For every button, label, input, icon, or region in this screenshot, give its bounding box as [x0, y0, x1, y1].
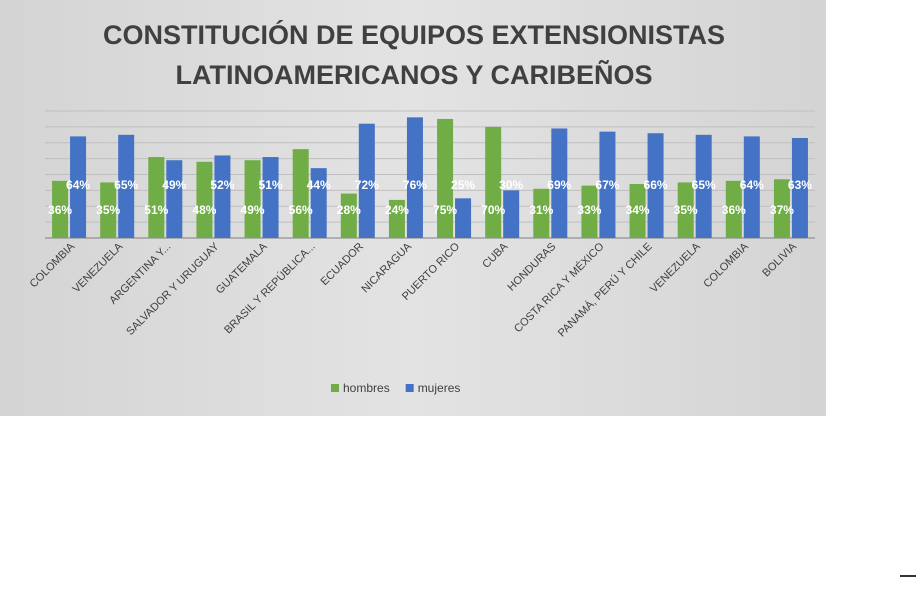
data-label-mujeres: 76% [403, 178, 427, 192]
bar-hombres [388, 199, 405, 238]
bar-mujeres [503, 190, 520, 238]
data-label-mujeres: 64% [740, 178, 764, 192]
data-label-hombres: 33% [577, 203, 601, 217]
bar-mujeres [455, 198, 472, 238]
chart-panel: CONSTITUCIÓN DE EQUIPOS EXTENSIONISTAS L… [0, 0, 826, 416]
bar-hombres [340, 193, 357, 238]
data-label-mujeres: 44% [307, 178, 331, 192]
bar-mujeres [214, 155, 231, 238]
data-label-hombres: 36% [722, 203, 746, 217]
data-label-hombres: 37% [770, 203, 794, 217]
bar-mujeres [695, 134, 712, 238]
data-label-hombres: 51% [144, 203, 168, 217]
data-label-mujeres: 67% [595, 178, 619, 192]
bar-mujeres [599, 131, 616, 238]
data-label-mujeres: 30% [499, 178, 523, 192]
bars [52, 117, 808, 238]
data-label-hombres: 75% [433, 203, 457, 217]
chart-title-line-2: LATINOAMERICANOS Y CARIBEÑOS [175, 59, 652, 90]
data-label-hombres: 24% [385, 203, 409, 217]
bar-mujeres [743, 136, 760, 238]
legend-swatch-mujeres [405, 384, 414, 392]
chart-title-line-1: CONSTITUCIÓN DE EQUIPOS EXTENSIONISTAS [103, 19, 725, 50]
data-label-mujeres: 64% [66, 178, 90, 192]
data-label-hombres: 31% [529, 203, 553, 217]
data-label-mujeres: 51% [259, 178, 283, 192]
bar-hombres [533, 188, 550, 238]
bar-mujeres [310, 168, 327, 238]
legend-label-mujeres: mujeres [418, 381, 461, 395]
data-label-hombres: 49% [241, 203, 265, 217]
data-label-hombres: 35% [674, 203, 698, 217]
data-label-mujeres: 72% [355, 178, 379, 192]
data-label-mujeres: 52% [210, 178, 234, 192]
data-label-hombres: 28% [337, 203, 361, 217]
bar-mujeres [358, 123, 375, 238]
legend: hombres mujeres [331, 381, 460, 395]
bar-hombres [244, 160, 261, 238]
data-label-mujeres: 66% [644, 178, 668, 192]
data-label-hombres: 34% [626, 203, 650, 217]
legend-swatch-hombres [331, 384, 339, 392]
bar-mujeres [262, 157, 279, 238]
bar-hombres [52, 180, 69, 238]
bar-mujeres [647, 133, 664, 238]
bar-mujeres [70, 136, 87, 238]
data-label-hombres: 70% [481, 203, 505, 217]
bar-mujeres [551, 128, 568, 238]
data-label-mujeres: 25% [451, 178, 475, 192]
data-label-hombres: 48% [192, 203, 216, 217]
bar-hombres [196, 161, 213, 238]
data-label-mujeres: 69% [547, 178, 571, 192]
bar-hombres [677, 182, 694, 238]
bar-mujeres [118, 134, 135, 238]
data-label-mujeres: 65% [692, 178, 716, 192]
chart-svg: CONSTITUCIÓN DE EQUIPOS EXTENSIONISTAS L… [0, 0, 826, 416]
data-label-mujeres: 65% [114, 178, 138, 192]
bar-hombres [629, 184, 646, 238]
data-label-hombres: 36% [48, 203, 72, 217]
data-label-mujeres: 63% [788, 178, 812, 192]
bar-hombres [437, 118, 454, 238]
bar-mujeres [166, 160, 183, 238]
bar-hombres [485, 126, 502, 238]
bar-hombres [725, 180, 742, 238]
bar-hombres [292, 149, 309, 238]
bar-hombres [148, 157, 165, 238]
legend-label-hombres: hombres [343, 381, 390, 395]
data-label-hombres: 35% [96, 203, 120, 217]
bar-hombres [581, 185, 598, 238]
bar-mujeres [791, 137, 808, 238]
bar-hombres [773, 179, 790, 238]
data-label-hombres: 56% [289, 203, 313, 217]
bar-mujeres [406, 117, 423, 238]
data-label-mujeres: 49% [162, 178, 186, 192]
data-labels: 36% 64% 35% 65% 51% 49% 48% 52% 49% 51% 56% 44% 28% 7… [48, 178, 812, 217]
page-edge-mark [900, 575, 916, 577]
bar-hombres [100, 182, 117, 238]
